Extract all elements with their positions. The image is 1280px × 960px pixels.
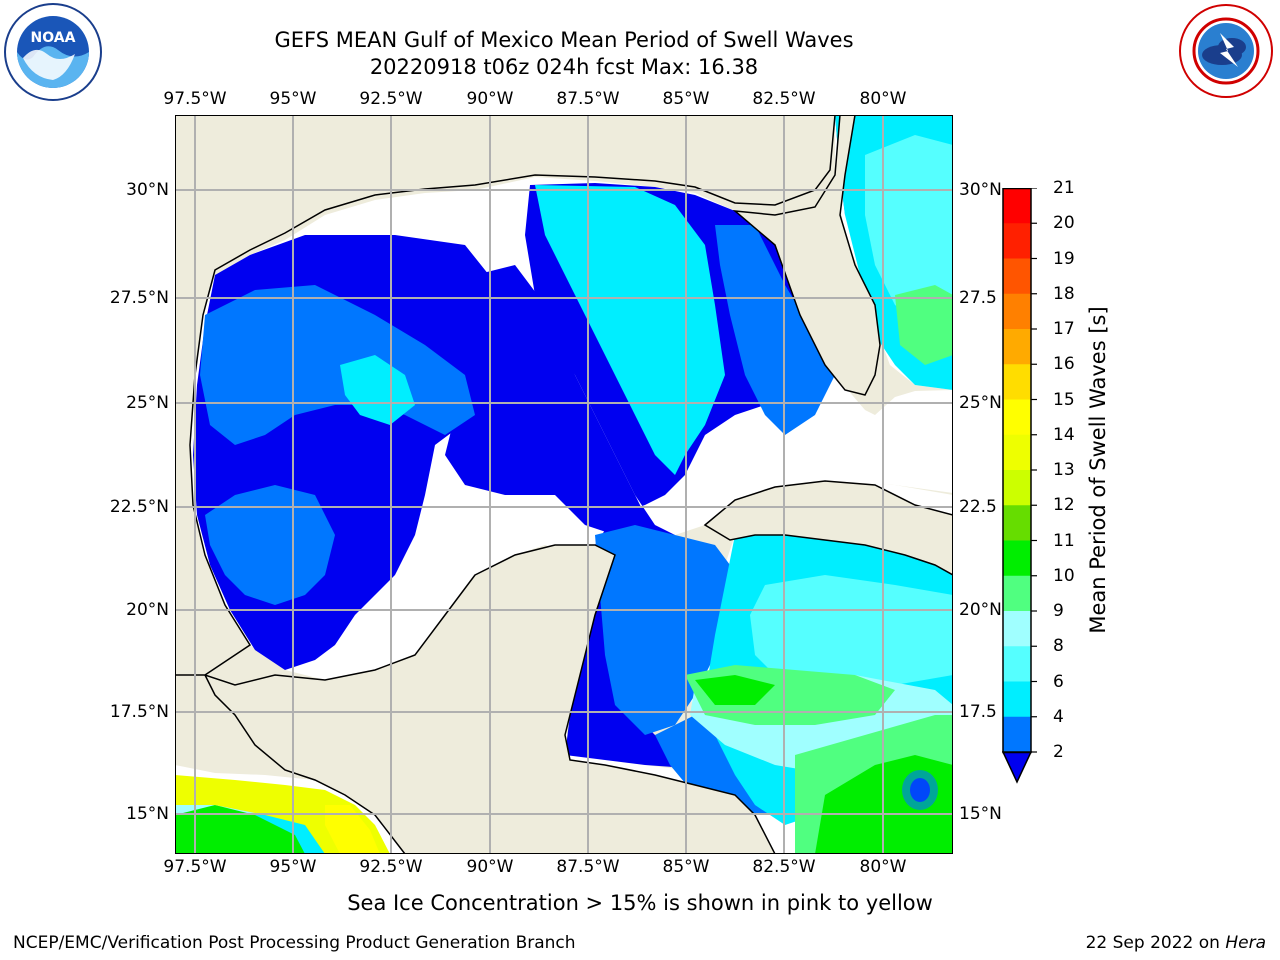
noaa-logo-icon: NOAA <box>4 3 102 101</box>
colorbar-segment <box>1003 681 1031 718</box>
lon-label-bottom: 80°W <box>859 857 907 877</box>
lat-label-right: 25°N <box>959 393 1002 413</box>
swell-2-4-center <box>445 265 645 535</box>
swell-8-9-caribbean <box>750 575 953 695</box>
colorbar-tick-label: 12 <box>1053 495 1075 516</box>
footer-host: Hera <box>1225 933 1266 953</box>
colorbar-segment <box>1003 188 1031 224</box>
colorbar-segment <box>1003 434 1031 471</box>
lon-label-bottom: 95°W <box>269 857 317 877</box>
footer-date: 22 Sep 2022 on Hera <box>1085 933 1266 953</box>
us-coast-land <box>175 115 836 676</box>
lat-label-right: 15°N <box>959 804 1002 824</box>
swell-11-12-caribbean <box>695 675 775 705</box>
colorbar-tick-label: 18 <box>1053 283 1075 304</box>
lat-label-right: 22.5 <box>959 497 997 517</box>
map-title: GEFS MEAN Gulf of Mexico Mean Period of … <box>274 28 854 52</box>
swell-4-6-yucatan <box>595 525 745 735</box>
footer-credit: NCEP/EMC/Verification Post Processing Pr… <box>13 933 576 953</box>
swell-4-6-east <box>715 225 835 435</box>
lon-label-bottom: 97.5°W <box>163 857 227 877</box>
lon-label-top: 95°W <box>269 89 317 109</box>
colorbar-tick-label: 16 <box>1053 354 1075 375</box>
colorbar-label: Mean Period of Swell Waves [s] <box>1086 306 1110 634</box>
colorbar-tick-label: 19 <box>1053 248 1075 269</box>
lat-label-right: 17.5 <box>959 702 997 722</box>
lon-label-top: 97.5°W <box>163 89 227 109</box>
colorbar <box>1002 188 1037 784</box>
map-subtitle: 20220918 t06z 024h fcst Max: 16.38 <box>369 55 759 79</box>
colorbar-tick-label: 8 <box>1053 636 1064 657</box>
colorbar-tick-label: 14 <box>1053 424 1075 445</box>
colorbar-segment <box>1003 258 1031 295</box>
colorbar-segment <box>1003 399 1031 436</box>
graticule <box>175 115 953 854</box>
colorbar-tick-label: 2 <box>1053 742 1064 762</box>
lon-label-top: 92.5°W <box>359 89 423 109</box>
colorbar-under-triangle <box>1002 751 1033 784</box>
colorbar-segment <box>1003 470 1031 506</box>
sea-ice-caption: Sea Ice Concentration > 15% is shown in … <box>347 891 933 915</box>
colorbar-segment <box>1003 540 1031 577</box>
nws-logo-icon <box>1179 4 1273 98</box>
colorbar-segment <box>1003 575 1031 612</box>
lon-label-bottom: 85°W <box>662 857 710 877</box>
swell-4-6-sw <box>205 485 335 605</box>
colorbar-tick-label: 15 <box>1053 389 1075 410</box>
colorbar-segment <box>1003 646 1031 682</box>
lon-label-top: 90°W <box>466 89 514 109</box>
swell-11-12-pacific <box>175 805 305 854</box>
lon-label-top: 82.5°W <box>752 89 816 109</box>
lat-label-left: 25°N <box>126 393 169 413</box>
cuba-land <box>703 480 953 576</box>
colorbar-tick-label: 6 <box>1053 671 1064 692</box>
lat-label-left: 27.5°N <box>109 288 169 308</box>
colorbar-segment <box>1003 505 1031 541</box>
swell-15-16-pacific <box>325 805 380 854</box>
lon-label-top: 85°W <box>662 89 710 109</box>
colorbar-tick-label: 13 <box>1053 460 1075 480</box>
lat-label-left: 30°N <box>126 180 169 200</box>
colorbar-tick-label: 20 <box>1053 213 1075 234</box>
swell-4-6-spot <box>902 770 938 810</box>
lat-label-left: 17.5°N <box>109 702 169 722</box>
lat-label-left: 20°N <box>126 600 169 620</box>
colorbar-tick-label: 21 <box>1053 178 1075 198</box>
colorbar-segment <box>1003 223 1031 259</box>
colorbar-segment <box>1003 293 1031 330</box>
colorbar-tick-label: 11 <box>1053 530 1075 551</box>
colorbar-tick-label: 17 <box>1053 319 1075 339</box>
lat-label-right: 30°N <box>959 180 1002 200</box>
swell-6-8-west-patch <box>340 355 415 425</box>
gulf-of-mexico-map <box>175 115 953 854</box>
lon-label-bottom: 82.5°W <box>752 857 816 877</box>
colorbar-segment <box>1003 364 1031 400</box>
lon-label-bottom: 90°W <box>466 857 514 877</box>
lon-label-top: 80°W <box>859 89 907 109</box>
lat-label-right: 27.5 <box>959 288 997 308</box>
svg-text:NOAA: NOAA <box>31 30 76 46</box>
colorbar-tick-label: 10 <box>1053 565 1075 586</box>
colorbar-segment <box>1003 716 1031 753</box>
colorbar-segment <box>1003 329 1031 365</box>
lat-label-right: 20°N <box>959 600 1002 620</box>
lat-label-left: 15°N <box>126 804 169 824</box>
lat-label-left: 22.5°N <box>109 497 169 517</box>
lon-label-bottom: 92.5°W <box>359 857 423 877</box>
florida-land <box>732 115 881 396</box>
lon-label-bottom: 87.5°W <box>556 857 620 877</box>
colorbar-tick-label: 9 <box>1053 601 1064 621</box>
colorbar-tick-label: 4 <box>1053 706 1064 727</box>
colorbar-segment <box>1003 611 1031 647</box>
swell-8-9-atlantic <box>865 135 953 325</box>
swell-10-11-florida <box>895 285 953 365</box>
lon-label-top: 87.5°W <box>556 89 620 109</box>
